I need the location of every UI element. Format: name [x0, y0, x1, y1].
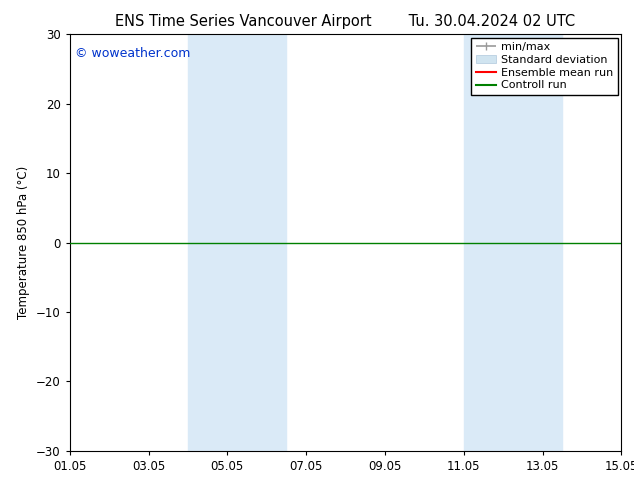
- Legend: min/max, Standard deviation, Ensemble mean run, Controll run: min/max, Standard deviation, Ensemble me…: [471, 38, 618, 95]
- Bar: [463, 34, 562, 451]
- Bar: [188, 34, 287, 451]
- Y-axis label: Temperature 850 hPa (°C): Temperature 850 hPa (°C): [17, 166, 30, 319]
- Text: © woweather.com: © woweather.com: [75, 47, 191, 60]
- Title: ENS Time Series Vancouver Airport        Tu. 30.04.2024 02 UTC: ENS Time Series Vancouver Airport Tu. 30…: [115, 14, 576, 29]
